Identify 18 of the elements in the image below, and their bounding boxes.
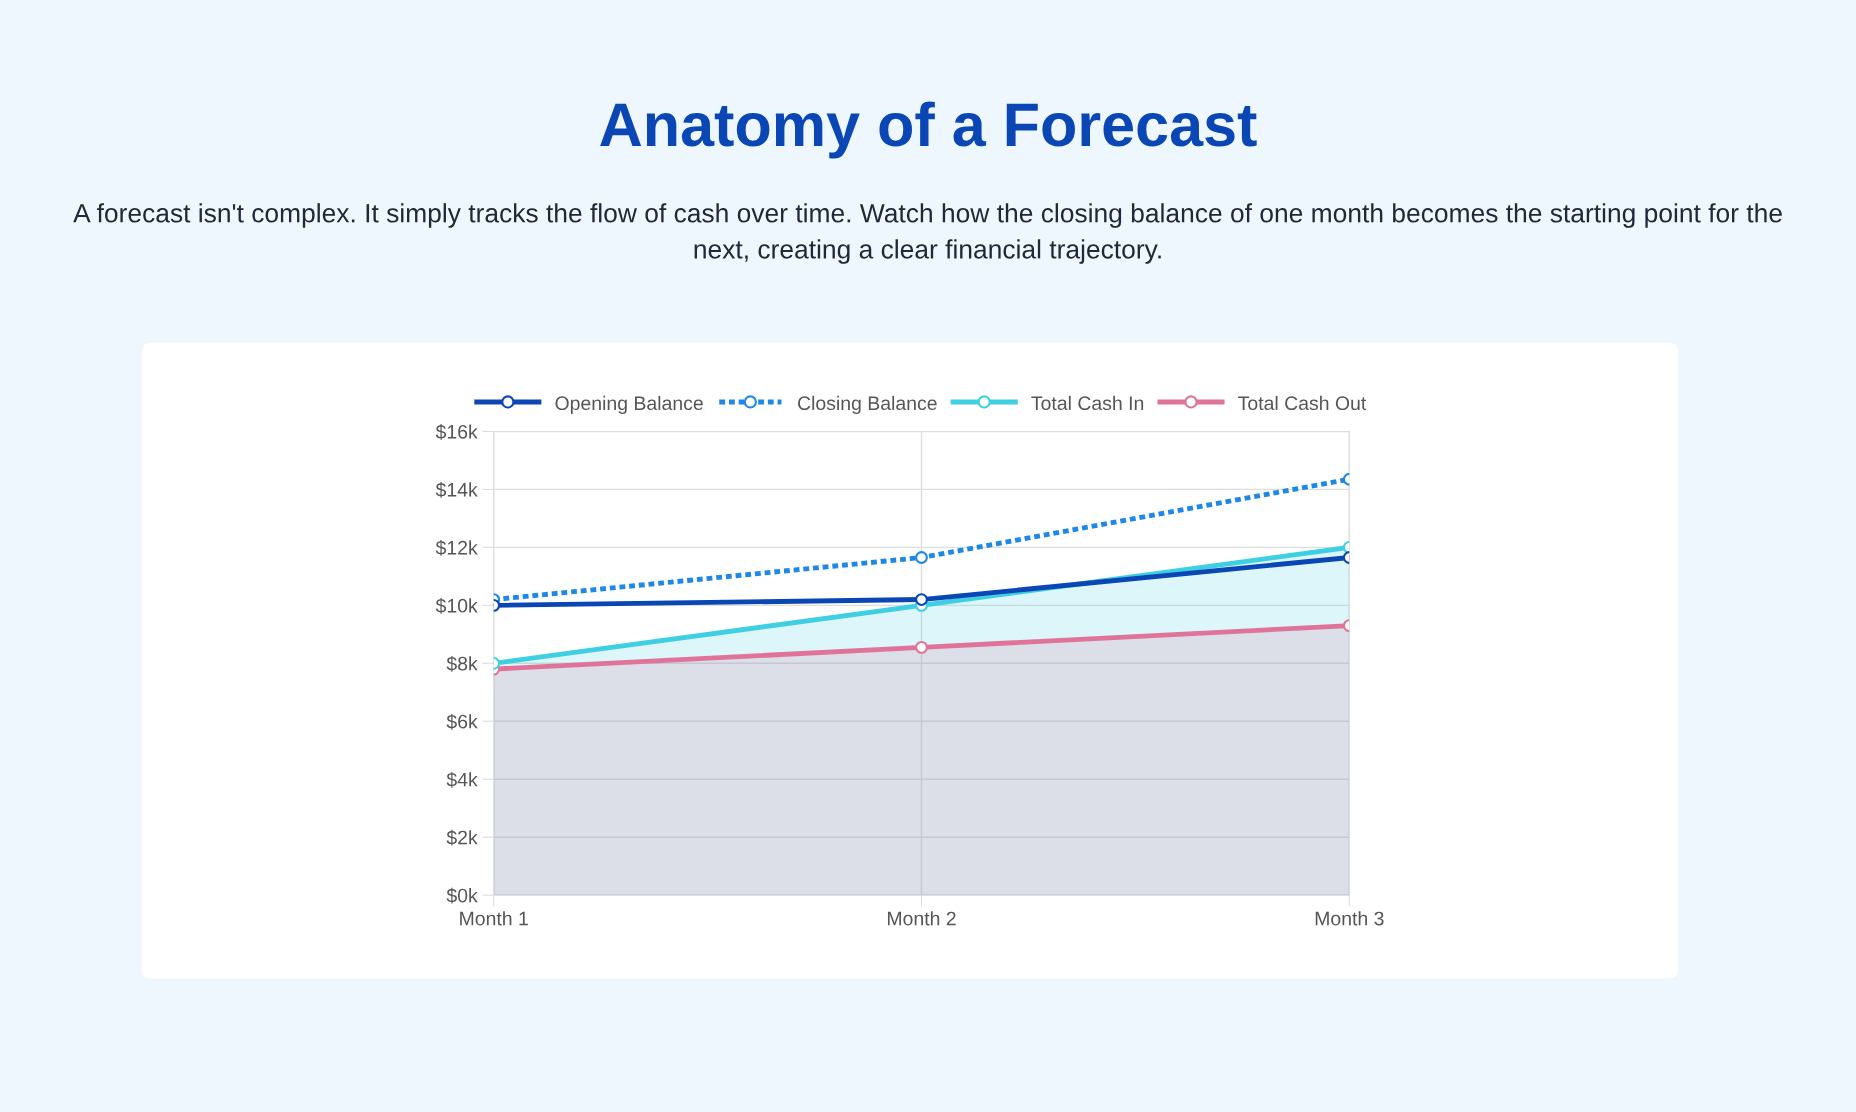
y-tick-label: $10k — [435, 598, 478, 614]
x-tick-label: Month 1 — [460, 911, 528, 926]
legend-label: Closing Balance — [798, 395, 937, 414]
y-tick-label: $6k — [446, 713, 478, 730]
chart-title: Anatomy of a Forecast — [600, 101, 1257, 159]
y-tick-label: $0k — [446, 887, 478, 904]
y-tick-label: $12k — [435, 540, 478, 556]
legend-label: Total Cash Out — [1238, 395, 1367, 411]
y-tick-label: $16k — [435, 424, 478, 440]
y-tick-label: $8k — [446, 655, 478, 672]
legend-label: Opening Balance — [555, 395, 703, 414]
legend-label: Total Cash In — [1031, 395, 1144, 411]
y-tick-label: $14k — [435, 482, 478, 498]
y-tick-label: $2k — [446, 829, 478, 846]
x-tick-label: Month 3 — [1315, 911, 1384, 926]
chart-subtitle: A forecast isn't complex. It simply tracks the flow of cash over time. Watch how the closing balance of one month becomes the starting point for the next, creating a clear financial trajectory. — [73, 203, 1782, 264]
y-tick-label: $4k — [446, 771, 478, 788]
x-tick-label: Month 2 — [887, 911, 956, 926]
